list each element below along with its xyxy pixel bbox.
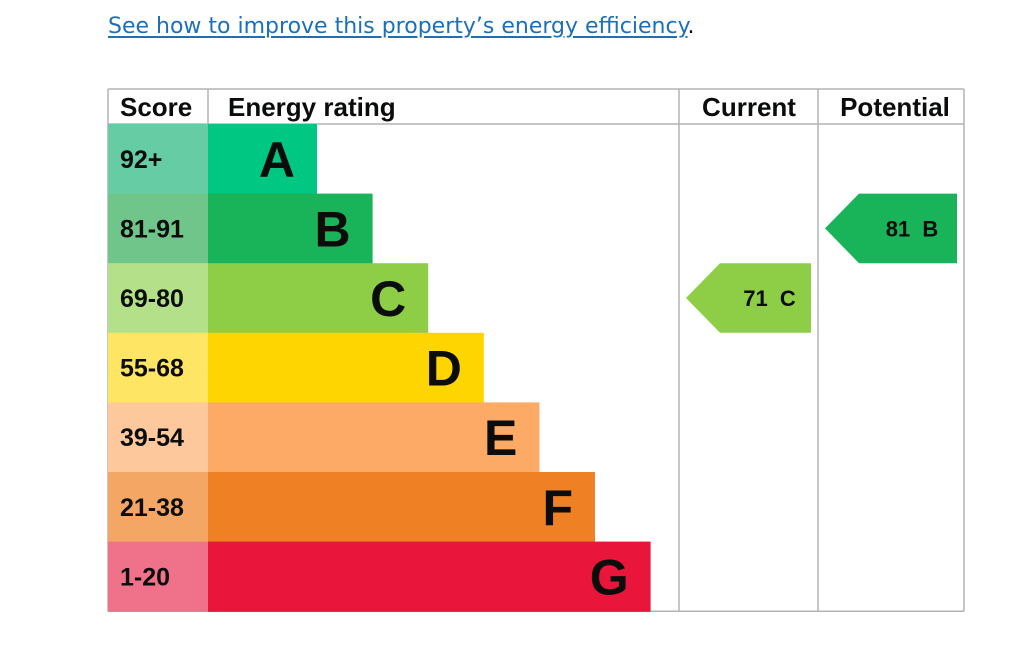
current-rating-label: 71 C xyxy=(743,286,796,311)
score-range-c: 69-80 xyxy=(120,285,184,313)
score-range-a: 92+ xyxy=(120,146,162,174)
potential-rating-label: 81 B xyxy=(886,216,939,241)
link-trailing-period: . xyxy=(687,14,695,39)
rating-letter-a: A xyxy=(259,132,295,188)
column-headers: Score Energy rating Current Potential xyxy=(120,92,950,122)
score-cell-d xyxy=(108,332,208,403)
rating-letter-c: C xyxy=(370,271,406,327)
score-range-d: 55-68 xyxy=(120,355,184,383)
header-potential: Potential xyxy=(840,92,950,122)
rating-bar-b xyxy=(208,193,373,264)
header-current: Current xyxy=(702,92,796,122)
score-cell-g xyxy=(108,541,208,612)
score-range-g: 1-20 xyxy=(120,563,170,591)
rating-bar-c xyxy=(208,263,429,334)
rating-bar-g xyxy=(208,541,651,612)
header-score: Score xyxy=(120,92,192,122)
improve-efficiency-line: See how to improve this property’s energ… xyxy=(108,14,694,39)
score-cell-a xyxy=(108,124,208,195)
current-arrow xyxy=(686,263,811,333)
rating-letter-b: B xyxy=(314,201,350,257)
rating-arrows: 71 C 81 B xyxy=(686,193,957,333)
header-energy-rating: Energy rating xyxy=(228,92,396,122)
rating-bar-a xyxy=(208,124,317,195)
score-range-b: 81-91 xyxy=(120,215,184,243)
rating-bands: 92+ A 81-91 B 69-80 C 55-68 D 39-54 E 21-38 F 1-20 G xyxy=(108,124,651,612)
rating-letter-f: F xyxy=(542,480,573,536)
rating-letter-e: E xyxy=(484,410,517,466)
score-range-f: 21-38 xyxy=(120,494,184,522)
improve-efficiency-link[interactable]: See how to improve this property’s energ… xyxy=(108,14,688,39)
rating-bar-f xyxy=(208,472,595,543)
score-range-e: 39-54 xyxy=(120,424,184,452)
score-cell-f xyxy=(108,472,208,543)
rating-bar-e xyxy=(208,402,540,473)
score-cell-c xyxy=(108,263,208,334)
potential-arrow xyxy=(825,193,957,264)
rating-letter-d: D xyxy=(426,341,462,397)
score-cell-e xyxy=(108,402,208,473)
rating-bar-d xyxy=(208,332,484,403)
score-cell-b xyxy=(108,193,208,264)
rating-letter-g: G xyxy=(590,549,629,605)
